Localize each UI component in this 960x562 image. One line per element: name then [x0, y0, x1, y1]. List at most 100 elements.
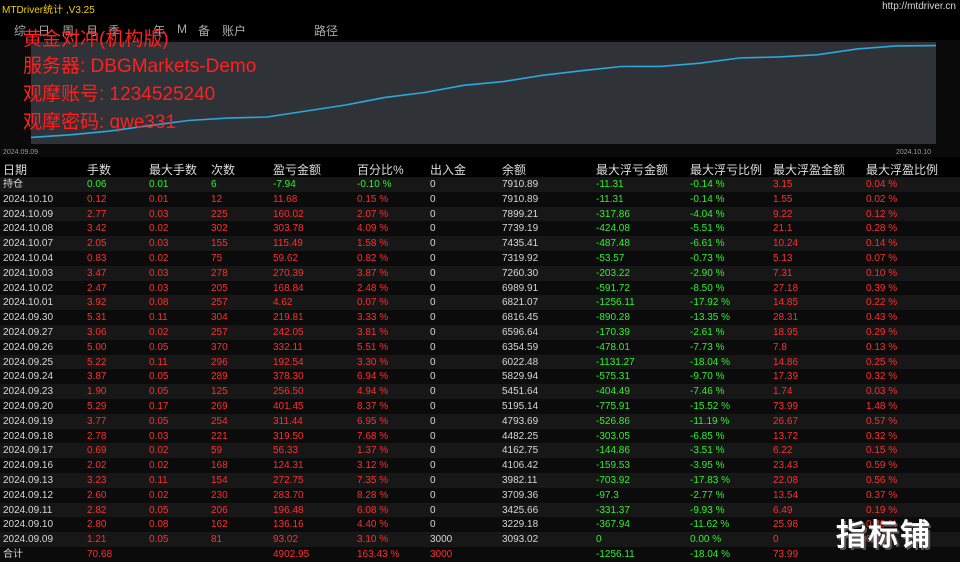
- cell-max-lots: 0.05: [149, 341, 169, 353]
- table-total-row[interactable]: 合计 70.68 4902.95 163.43 % 3000 -1256.11 -18.04…: [0, 547, 960, 562]
- table-row[interactable]: 2024.09.27 3.06 0.02 257 242.05 3.81 % 0 6596.6…: [0, 325, 960, 340]
- cell-max-float-profit: 14.85: [773, 297, 799, 309]
- cell-lots: 3.06: [87, 327, 107, 338]
- menu-item-quarter[interactable]: 季: [108, 24, 121, 38]
- cell-balance: 7739.19: [502, 223, 539, 235]
- table-row[interactable]: 2024.09.23 1.90 0.05 125 256.50 4.94 % 0 5451.6…: [0, 384, 960, 399]
- cell-max-lots: 0.17: [149, 401, 169, 412]
- menu-item-month[interactable]: 月: [86, 24, 99, 38]
- table-row[interactable]: 2024.10.02 2.47 0.03 205 168.84 2.48 % 0 6989.9…: [0, 280, 960, 296]
- menu-item-account[interactable]: 账户: [222, 24, 247, 38]
- cell-max-float-loss: -367.94: [596, 519, 630, 531]
- balance-line: [30, 44, 937, 139]
- cell-balance: 4793.69: [502, 415, 539, 427]
- table-row[interactable]: 2024.10.03 3.47 0.03 278 270.39 3.87 % 0 7260.3…: [0, 265, 960, 281]
- cell-max-lots: 0.02: [149, 223, 169, 235]
- cell-pnl: 283.70: [273, 489, 304, 501]
- menu-item-m[interactable]: M: [177, 22, 187, 36]
- table-row[interactable]: 2024.09.10 2.80 0.08 162 136.16 4.40 % 0 3229.1…: [0, 517, 960, 533]
- cell-pnl: 401.45: [273, 401, 304, 412]
- cell-balance: 7435.41: [502, 238, 539, 250]
- cell-max-float-profit-pct: 0.10 %: [866, 267, 898, 279]
- table-row[interactable]: 2024.09.30 5.31 0.11 304 219.81 3.33 % 0 6816.4…: [0, 310, 960, 325]
- table-row[interactable]: 2024.09.09 1.21 0.05 81 93.02 3.10 % 3000 3093.…: [0, 532, 960, 547]
- cell-max-float-loss: -331.37: [596, 504, 630, 516]
- table-row[interactable]: 2024.10.08 3.42 0.02 302 303.78 4.09 % 0 7739.1…: [0, 221, 960, 237]
- table-row[interactable]: 2024.10.10 0.12 0.01 12 11.68 0.15 % 0 7910.89 -…: [0, 191, 960, 207]
- cell-count: 6: [211, 179, 217, 190]
- cell-max-float-profit-pct: 0.56 %: [866, 475, 898, 486]
- overlay-server: 服务器: DBGMarkets-Demo: [23, 56, 257, 77]
- table-row[interactable]: 2024.09.18 2.78 0.03 221 319.50 7.68 % 0 4482.2…: [0, 428, 960, 444]
- menu-item-summary[interactable]: 综: [14, 24, 27, 38]
- cell-max-float-loss: -890.28: [596, 312, 630, 324]
- menu-item-path[interactable]: 路径: [314, 24, 339, 38]
- cell-max-lots: 0.05: [149, 534, 169, 546]
- cell-balance: 7910.89: [502, 179, 539, 190]
- site-url-link[interactable]: http://mtdriver.cn: [882, 1, 956, 12]
- table-row[interactable]: 2024.09.12 2.60 0.02 230 283.70 8.28 % 0 3709.3…: [0, 487, 960, 503]
- cell-max-float-profit: 6.49: [773, 504, 793, 516]
- cell-count: 302: [211, 223, 228, 235]
- table-row[interactable]: 2024.09.26 5.00 0.05 370 332.11 5.51 % 0 6354.5…: [0, 339, 960, 355]
- header-count: 次数: [211, 163, 236, 177]
- cell-balance: 7910.89: [502, 193, 539, 205]
- cell-lots: 1.21: [87, 534, 107, 546]
- cell-deposit: 0: [430, 401, 436, 412]
- table-row[interactable]: 2024.09.13 3.23 0.11 154 272.75 7.35 % 0 3982.1…: [0, 473, 960, 488]
- table-row[interactable]: 2024.09.20 5.29 0.17 269 401.45 8.37 % 0 5195.1…: [0, 399, 960, 414]
- cell-lots: 5.22: [87, 356, 107, 368]
- cell-pnl: 303.78: [273, 223, 304, 235]
- menu-item-year[interactable]: 年: [153, 24, 166, 38]
- cell-deposit: 0: [430, 327, 436, 338]
- table-row[interactable]: 2024.09.17 0.69 0.02 59 56.33 1.37 % 0 4162.75 -…: [0, 443, 960, 459]
- cell-max-float-loss-pct: -0.14 %: [690, 193, 725, 205]
- menu-item-week[interactable]: 周: [62, 24, 75, 38]
- cell-pnl: 378.30: [273, 371, 304, 383]
- cell-count: 257: [211, 327, 228, 338]
- cell-date: 2024.09.10: [3, 519, 54, 531]
- cell-max-float-profit: 1.55: [773, 193, 793, 205]
- cell-percent: 3.81 %: [357, 327, 389, 338]
- table-row[interactable]: 2024.09.25 5.22 0.11 296 192.54 3.30 % 0 6022.4…: [0, 354, 960, 370]
- cell-max-lots: 0.03: [149, 282, 169, 294]
- table-row[interactable]: 2024.09.16 2.02 0.02 168 124.31 3.12 % 0 4106.4…: [0, 458, 960, 473]
- cell-percent: 8.37 %: [357, 401, 389, 412]
- cell-max-float-loss-pct: -9.70 %: [690, 371, 725, 383]
- cell-max-float-loss-pct: -18.04 %: [690, 549, 731, 560]
- cell-count: 370: [211, 341, 228, 353]
- table-row[interactable]: 2024.10.09 2.77 0.03 225 160.02 2.07 % 0 7899.2…: [0, 206, 960, 222]
- table-row[interactable]: 2024.09.19 3.77 0.05 254 311.44 6.95 % 0 4793.6…: [0, 413, 960, 429]
- cell-deposit: 0: [430, 223, 436, 235]
- cell-pnl: 115.49: [273, 238, 303, 250]
- cell-balance: 6354.59: [502, 341, 539, 353]
- cell-max-lots: 0.08: [149, 519, 169, 531]
- cell-max-float-loss-pct: -17.83 %: [690, 475, 731, 486]
- cell-lots: 3.77: [87, 415, 107, 427]
- cell-max-lots: 0.11: [149, 475, 168, 486]
- menu-item-day[interactable]: 日: [38, 24, 51, 38]
- cell-max-float-loss-pct: -2.77 %: [690, 489, 725, 501]
- table-open-row[interactable]: 持仓 0.06 0.01 6 -7.94 -0.10 % 0 7910.89 -11.31 -0.…: [0, 177, 960, 192]
- table-row[interactable]: 2024.09.24 3.87 0.05 289 378.30 6.94 % 0 5829.9…: [0, 369, 960, 385]
- cell-count: 257: [211, 297, 228, 309]
- cell-max-float-profit-pct: 0.07 %: [866, 253, 898, 264]
- cell-max-float-loss: -11.31: [596, 179, 624, 190]
- cell-lots: 3.47: [87, 267, 107, 279]
- cell-deposit: 3000: [430, 549, 453, 560]
- table-row[interactable]: 2024.10.01 3.92 0.08 257 4.62 0.07 % 0 6821.07 -…: [0, 295, 960, 311]
- cell-balance: 4162.75: [502, 445, 539, 457]
- cell-max-float-profit-pct: 0.13 %: [866, 341, 898, 353]
- cell-max-float-loss: -478.01: [596, 341, 630, 353]
- cell-date: 2024.09.20: [3, 401, 54, 412]
- cell-max-lots: 0.03: [149, 208, 169, 220]
- cell-percent: 6.94 %: [357, 371, 389, 383]
- table-row[interactable]: 2024.10.07 2.05 0.03 155 115.49 1.58 % 0 7435.4…: [0, 236, 960, 251]
- table-row[interactable]: 2024.10.04 0.83 0.02 75 59.62 0.82 % 0 7319.92 -…: [0, 251, 960, 266]
- cell-date: 2024.10.04: [3, 253, 54, 264]
- table-row[interactable]: 2024.09.11 2.82 0.05 206 196.48 6.08 % 0 3425.6…: [0, 502, 960, 518]
- cell-pnl: 270.39: [273, 267, 304, 279]
- cell-count: 125: [211, 386, 228, 398]
- menu-item-note[interactable]: 备: [198, 24, 211, 38]
- cell-pnl: 319.50: [273, 430, 304, 442]
